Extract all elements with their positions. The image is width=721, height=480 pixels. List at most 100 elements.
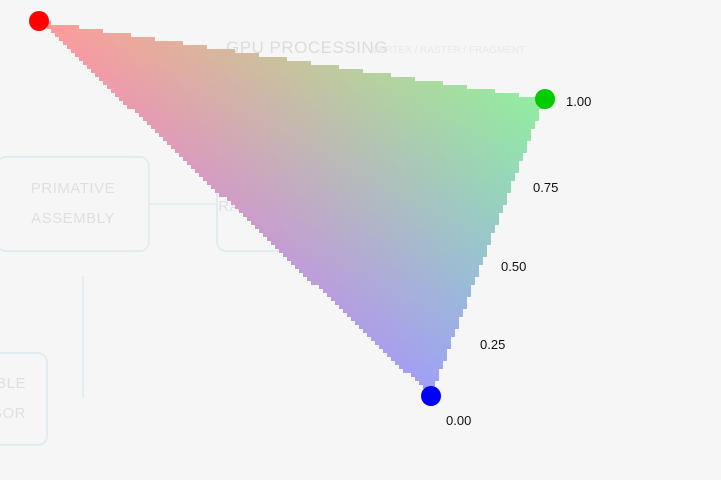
triangle-fragment [387, 297, 391, 301]
triangle-fragment [235, 197, 239, 201]
triangle-fragment [383, 97, 387, 101]
triangle-fragment [447, 169, 451, 173]
triangle-fragment [295, 161, 299, 165]
triangle-fragment [375, 277, 379, 281]
triangle-fragment [451, 261, 455, 265]
triangle-fragment [223, 157, 227, 161]
triangle-fragment [403, 369, 407, 373]
triangle-fragment [235, 61, 239, 65]
triangle-fragment [307, 169, 311, 173]
triangle-fragment [383, 161, 387, 165]
triangle-fragment [363, 289, 367, 293]
triangle-fragment [419, 369, 423, 373]
triangle-fragment [307, 261, 311, 265]
triangle-fragment [379, 129, 383, 133]
green-vertex-dot[interactable] [535, 89, 555, 109]
triangle-fragment [83, 57, 87, 61]
triangle-fragment [319, 121, 323, 125]
triangle-fragment [395, 349, 399, 353]
triangle-fragment [427, 281, 431, 285]
triangle-fragment [447, 117, 451, 121]
triangle-fragment [311, 197, 315, 201]
triangle-fragment [215, 113, 219, 117]
triangle-fragment [331, 265, 335, 269]
triangle-fragment [247, 109, 251, 113]
triangle-fragment [283, 185, 287, 189]
triangle-fragment [323, 181, 327, 185]
triangle-fragment [283, 133, 287, 137]
triangle-fragment [343, 221, 347, 225]
triangle-fragment [275, 65, 279, 69]
triangle-fragment [463, 241, 467, 245]
triangle-fragment [503, 153, 507, 157]
triangle-fragment [183, 121, 187, 125]
triangle-fragment [387, 237, 391, 241]
blue-vertex-dot[interactable] [421, 386, 441, 406]
triangle-fragment [227, 81, 231, 85]
triangle-fragment [187, 153, 191, 157]
triangle-fragment [443, 209, 447, 213]
triangle-fragment [439, 217, 443, 221]
triangle-fragment [311, 213, 315, 217]
red-vertex-dot[interactable] [29, 11, 49, 31]
triangle-fragment [483, 193, 487, 197]
triangle-fragment [395, 305, 399, 309]
triangle-fragment [163, 81, 167, 85]
triangle-fragment [235, 133, 239, 137]
triangle-fragment [287, 185, 291, 189]
triangle-fragment [187, 129, 191, 133]
triangle-fragment [403, 149, 407, 153]
triangle-fragment [499, 109, 503, 113]
triangle-fragment [419, 285, 423, 289]
triangle-fragment [531, 97, 535, 101]
triangle-fragment [455, 141, 459, 145]
triangle-fragment [519, 137, 523, 141]
triangle-fragment [383, 233, 387, 237]
triangle-fragment [523, 149, 527, 153]
triangle-fragment [79, 53, 83, 57]
triangle-fragment [163, 109, 167, 113]
triangle-fragment [411, 165, 415, 169]
triangle-fragment [411, 265, 415, 269]
triangle-fragment [379, 321, 383, 325]
triangle-fragment [195, 109, 199, 113]
triangle-fragment [439, 149, 443, 153]
triangle-fragment [175, 53, 179, 57]
triangle-fragment [283, 157, 287, 161]
triangle-fragment [335, 161, 339, 165]
triangle-fragment [459, 293, 463, 297]
triangle-fragment [507, 177, 511, 181]
triangle-fragment [215, 145, 219, 149]
triangle-fragment [211, 109, 215, 113]
triangle-fragment [343, 305, 347, 309]
triangle-fragment [159, 73, 163, 77]
triangle-fragment [283, 201, 287, 205]
triangle-fragment [307, 269, 311, 273]
triangle-fragment [215, 173, 219, 177]
triangle-fragment [379, 133, 383, 137]
triangle-fragment [339, 69, 343, 73]
triangle-fragment [315, 193, 319, 197]
triangle-fragment [483, 221, 487, 225]
triangle-fragment [511, 145, 515, 149]
triangle-fragment [463, 221, 467, 225]
scale-label-0-75: 0.75 [533, 180, 558, 195]
triangle-fragment [275, 105, 279, 109]
triangle-fragment [59, 29, 63, 33]
triangle-fragment [367, 113, 371, 117]
triangle-fragment [207, 129, 211, 133]
triangle-fragment [411, 369, 415, 373]
triangle-fragment [447, 245, 451, 249]
triangle-fragment [319, 241, 323, 245]
triangle-fragment [383, 149, 387, 153]
triangle-fragment [387, 97, 391, 101]
triangle-fragment [195, 89, 199, 93]
triangle-fragment [443, 105, 447, 109]
triangle-fragment [499, 177, 503, 181]
triangle-fragment [127, 45, 131, 49]
triangle-fragment [387, 209, 391, 213]
triangle-fragment [519, 125, 523, 129]
triangle-fragment [335, 165, 339, 169]
triangle-fragment [387, 253, 391, 257]
triangle-fragment [423, 373, 427, 377]
